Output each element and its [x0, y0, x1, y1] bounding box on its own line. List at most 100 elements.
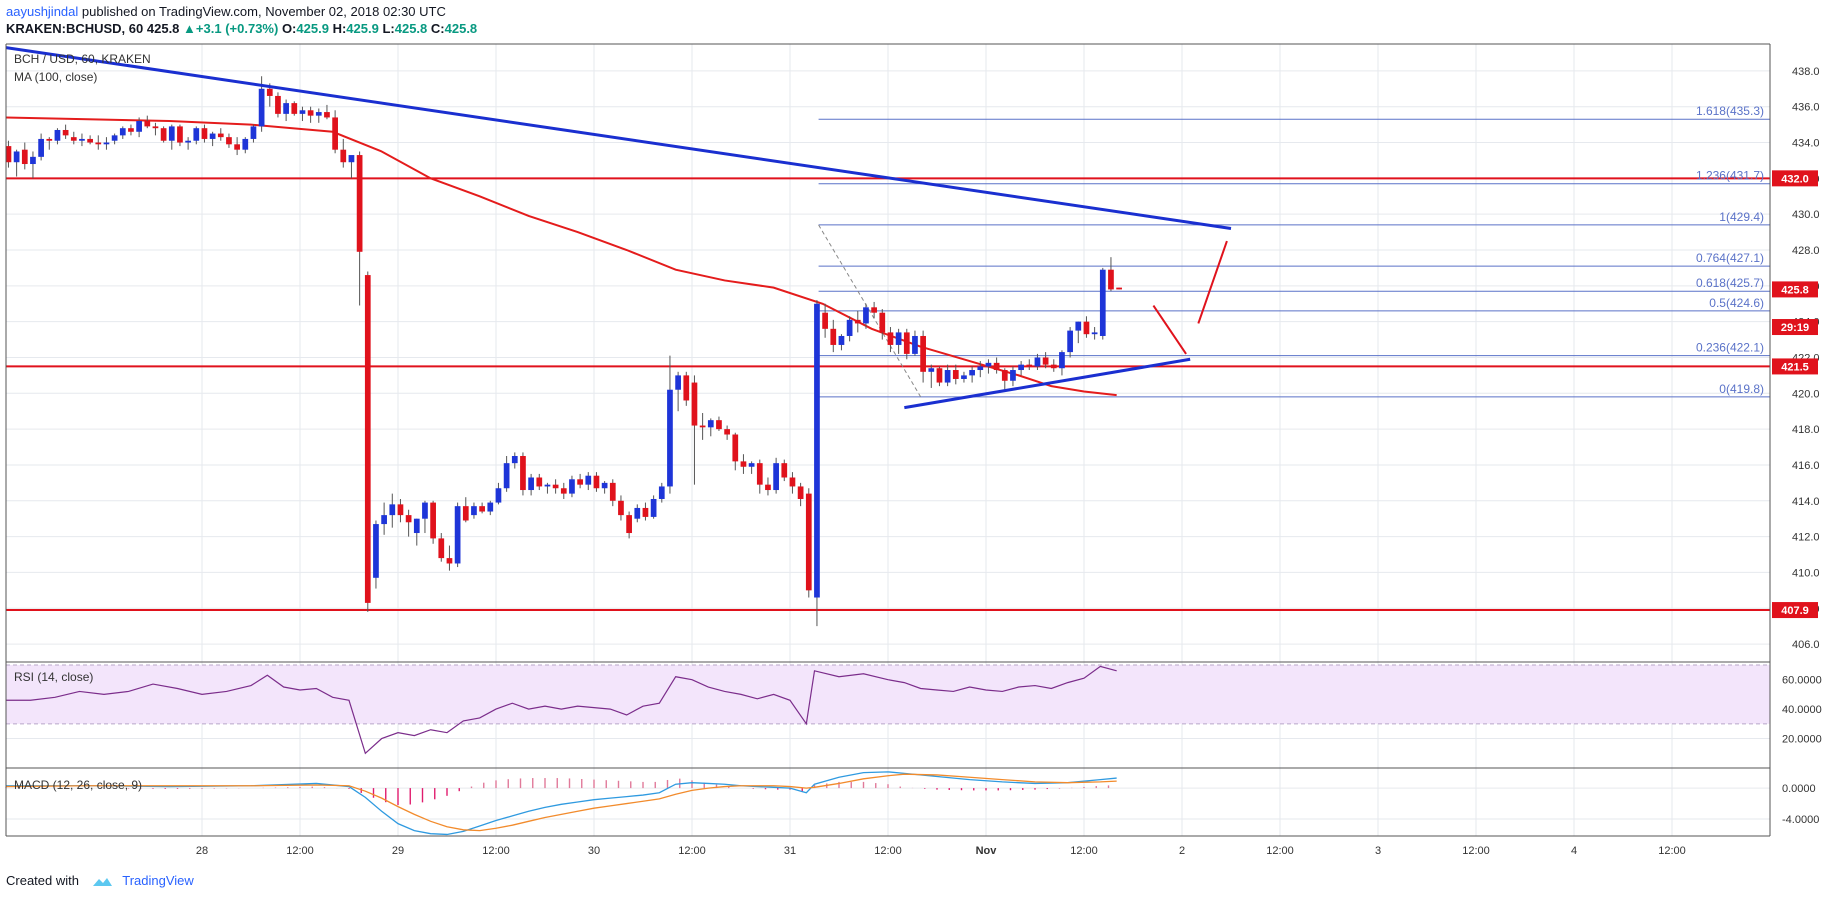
candle-body[interactable]: [266, 88, 273, 96]
candle-body[interactable]: [830, 328, 837, 345]
candle-body[interactable]: [536, 477, 543, 487]
candle-body[interactable]: [1034, 357, 1041, 367]
candle-body[interactable]: [609, 482, 616, 501]
candle-body[interactable]: [642, 507, 649, 517]
candle-body[interactable]: [446, 558, 453, 564]
candle-body[interactable]: [168, 126, 175, 141]
candle-body[interactable]: [748, 463, 755, 467]
candle-body[interactable]: [54, 129, 61, 141]
candle-body[interactable]: [185, 140, 191, 143]
candle-body[interactable]: [822, 312, 828, 329]
candle-body[interactable]: [773, 463, 779, 491]
candle-body[interactable]: [332, 117, 338, 150]
candle-body[interactable]: [128, 128, 134, 132]
candle-body[interactable]: [569, 479, 575, 494]
candle-body[interactable]: [503, 463, 510, 489]
candle-body[interactable]: [430, 502, 436, 539]
forecast-path[interactable]: [1197, 240, 1228, 324]
trendline[interactable]: [904, 357, 1191, 410]
candle-body[interactable]: [993, 362, 1000, 371]
candle-body[interactable]: [1116, 287, 1122, 290]
candle-body[interactable]: [79, 138, 85, 141]
candle-body[interactable]: [152, 126, 159, 129]
candle-body[interactable]: [675, 375, 681, 390]
candle-body[interactable]: [854, 319, 861, 324]
candle-body[interactable]: [364, 275, 371, 603]
candle-body[interactable]: [969, 370, 975, 376]
candle-body[interactable]: [863, 307, 869, 324]
candle-body[interactable]: [38, 138, 44, 157]
candle-body[interactable]: [495, 488, 502, 503]
rsi-pane[interactable]: [6, 664, 1770, 755]
candle-body[interactable]: [242, 138, 249, 150]
candle-body[interactable]: [30, 156, 36, 165]
candle-body[interactable]: [13, 151, 20, 163]
candle-body[interactable]: [340, 149, 347, 163]
candle-body[interactable]: [879, 312, 886, 333]
candle-body[interactable]: [291, 103, 298, 114]
candle-body[interactable]: [462, 506, 469, 521]
candle-body[interactable]: [626, 515, 632, 534]
candle-body[interactable]: [928, 368, 935, 372]
candle-body[interactable]: [577, 479, 583, 485]
candle-body[interactable]: [797, 486, 804, 499]
candle-body[interactable]: [136, 121, 142, 132]
candle-body[interactable]: [699, 425, 706, 428]
candle-body[interactable]: [373, 524, 379, 578]
candle-body[interactable]: [846, 319, 853, 336]
macd-pane[interactable]: [5, 771, 1117, 836]
candle-body[interactable]: [1083, 321, 1090, 335]
candle-body[interactable]: [977, 366, 984, 371]
candle-body[interactable]: [814, 303, 820, 598]
candle-body[interactable]: [961, 375, 967, 379]
candle-body[interactable]: [707, 420, 714, 428]
candle-body[interactable]: [283, 103, 289, 114]
candle-body[interactable]: [544, 484, 551, 487]
candle-body[interactable]: [511, 456, 518, 464]
candle-body[interactable]: [356, 155, 363, 252]
candle-body[interactable]: [21, 149, 28, 165]
candle-body[interactable]: [952, 370, 959, 379]
brand-link[interactable]: TradingView: [122, 873, 194, 888]
candle-body[interactable]: [103, 142, 110, 145]
forecast-path[interactable]: [1152, 304, 1187, 355]
candle-body[interactable]: [1026, 364, 1033, 367]
candle-body[interactable]: [70, 137, 77, 141]
candle-body[interactable]: [111, 135, 118, 141]
candle-body[interactable]: [593, 475, 600, 489]
candle-body[interactable]: [903, 332, 910, 354]
candle-body[interactable]: [381, 515, 387, 525]
candle-body[interactable]: [920, 335, 926, 372]
candle-body[interactable]: [1059, 352, 1065, 369]
candle-body[interactable]: [944, 370, 951, 383]
candle-body[interactable]: [454, 506, 461, 564]
candle-body[interactable]: [177, 126, 183, 143]
candle-body[interactable]: [1010, 370, 1016, 381]
candle-body[interactable]: [1067, 330, 1073, 353]
candle-body[interactable]: [389, 504, 396, 516]
candle-body[interactable]: [1001, 370, 1008, 381]
candle-body[interactable]: [471, 506, 477, 516]
candle-body[interactable]: [1042, 357, 1049, 365]
candle-body[interactable]: [871, 307, 877, 313]
candle-body[interactable]: [650, 498, 657, 517]
candle-body[interactable]: [1018, 364, 1024, 371]
candle-body[interactable]: [226, 137, 232, 145]
candle-body[interactable]: [1050, 364, 1057, 369]
candle-body[interactable]: [217, 133, 224, 138]
candle-body[interactable]: [479, 506, 485, 512]
candle-body[interactable]: [1099, 269, 1106, 336]
candle-body[interactable]: [765, 484, 771, 491]
candle-body[interactable]: [258, 88, 265, 127]
candle-body[interactable]: [324, 112, 330, 118]
candle-body[interactable]: [716, 420, 722, 430]
candle-body[interactable]: [144, 121, 151, 127]
candle-body[interactable]: [307, 110, 314, 116]
candle-body[interactable]: [740, 461, 747, 467]
candle-body[interactable]: [1108, 269, 1114, 290]
candle-body[interactable]: [805, 493, 812, 591]
candle-body[interactable]: [667, 389, 673, 487]
candle-body[interactable]: [275, 95, 281, 114]
candle-body[interactable]: [691, 382, 698, 426]
